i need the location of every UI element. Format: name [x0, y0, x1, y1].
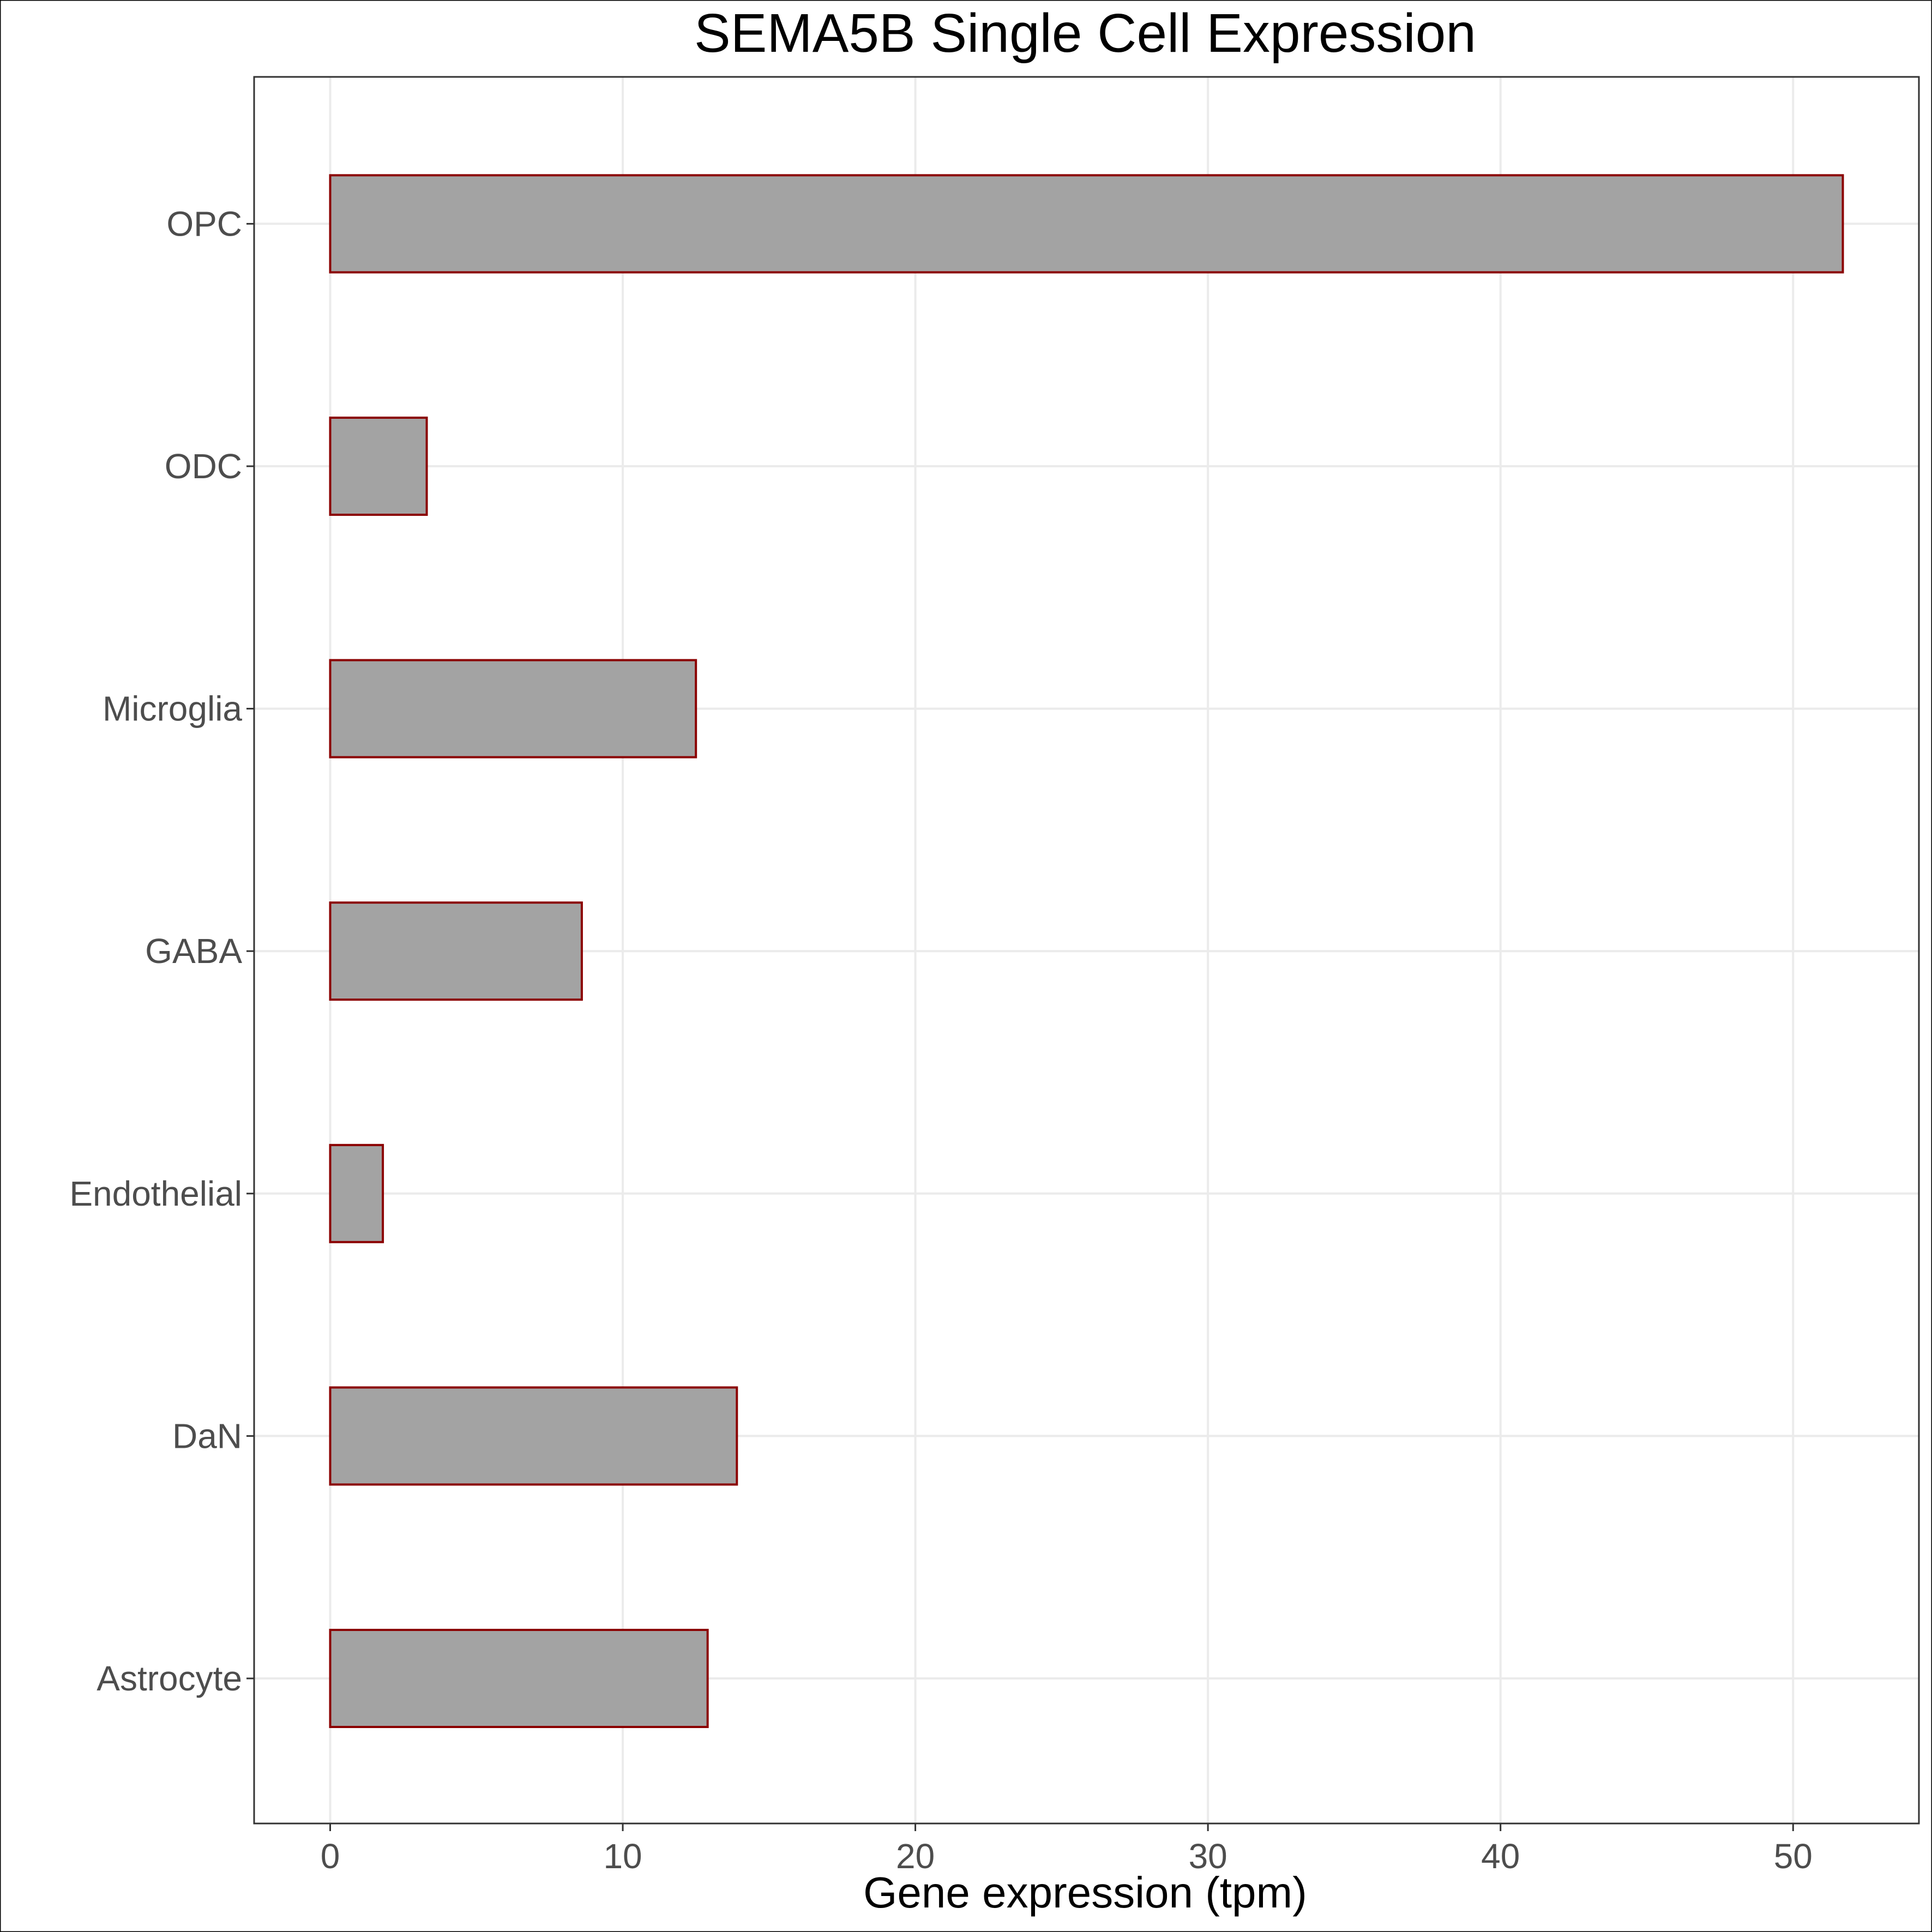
- y-tick-label: ODC: [165, 447, 242, 486]
- y-tick-label: GABA: [145, 931, 242, 971]
- bar-odc: [329, 417, 428, 516]
- y-axis-ticks: Astrocyte DaN Endothelial GABA Microglia ODC O…: [69, 204, 254, 1698]
- bar-dan: [329, 1386, 738, 1486]
- bar-microglia: [329, 659, 697, 759]
- y-tick-label: DaN: [172, 1416, 242, 1455]
- x-tick-label: 30: [1189, 1837, 1227, 1876]
- x-axis-title: Gene expression (tpm): [863, 1868, 1307, 1917]
- bars: [329, 174, 1844, 1728]
- y-tick-label: Astrocyte: [97, 1659, 242, 1698]
- x-axis-ticks: 0 10 20 30 40 50: [321, 1823, 1813, 1876]
- panel-border: [253, 76, 1920, 1825]
- x-tick-label: 40: [1481, 1837, 1520, 1876]
- bar-astrocyte: [329, 1629, 709, 1728]
- y-tick-label: OPC: [166, 204, 242, 243]
- chart-title: SEMA5B Single Cell Expression: [694, 3, 1476, 64]
- x-tick-label: 0: [321, 1837, 340, 1876]
- x-tick-label: 20: [896, 1837, 935, 1876]
- y-tick-label: Endothelial: [69, 1174, 242, 1213]
- y-tick-label: Microglia: [103, 689, 242, 729]
- bar-opc: [329, 174, 1844, 274]
- bar-gaba: [329, 901, 583, 1001]
- x-tick-label: 50: [1774, 1837, 1813, 1876]
- bar-endothelial: [329, 1143, 384, 1243]
- x-tick-label: 10: [603, 1837, 642, 1876]
